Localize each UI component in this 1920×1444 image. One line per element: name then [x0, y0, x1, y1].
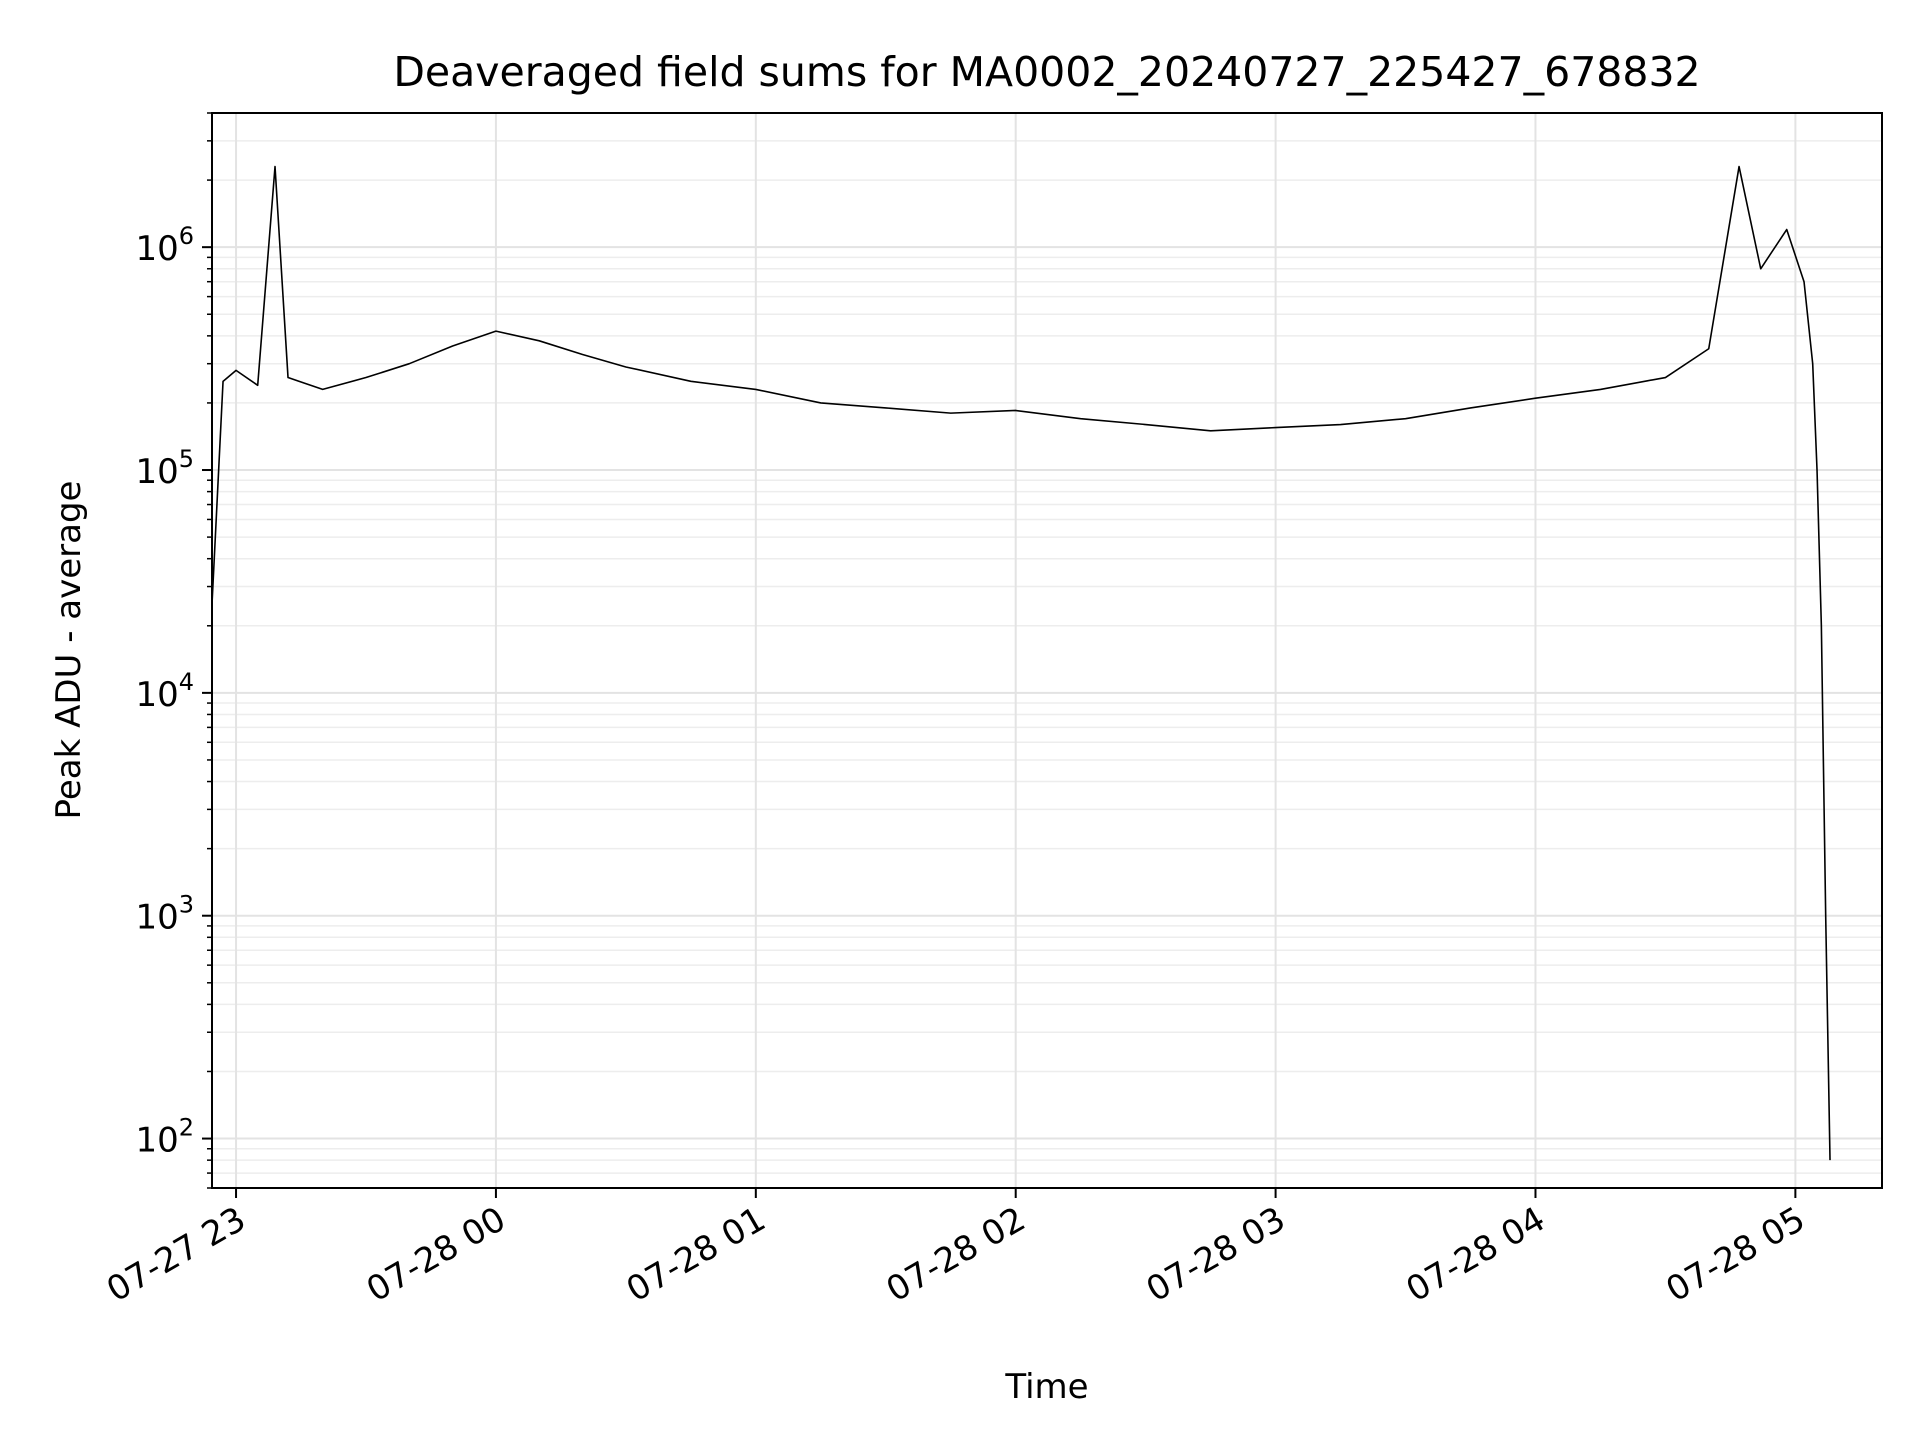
- y-tick-label: 105: [135, 445, 194, 492]
- y-tick-label: 103: [135, 891, 194, 938]
- y-axis-label: Peak ADU - average: [49, 481, 89, 820]
- x-axis-label: Time: [1004, 1367, 1088, 1407]
- y-tick-label: 102: [135, 1114, 194, 1161]
- y-tick-label: 104: [135, 668, 194, 715]
- series-layer: [212, 165, 1831, 1161]
- y-tick-label: 106: [135, 222, 194, 269]
- chart-title: Deaveraged field sums for MA0002_2024072…: [393, 48, 1700, 96]
- series-line: [212, 165, 1831, 1161]
- grid-layer: [212, 112, 1882, 1189]
- plot-frame: [211, 112, 1883, 1189]
